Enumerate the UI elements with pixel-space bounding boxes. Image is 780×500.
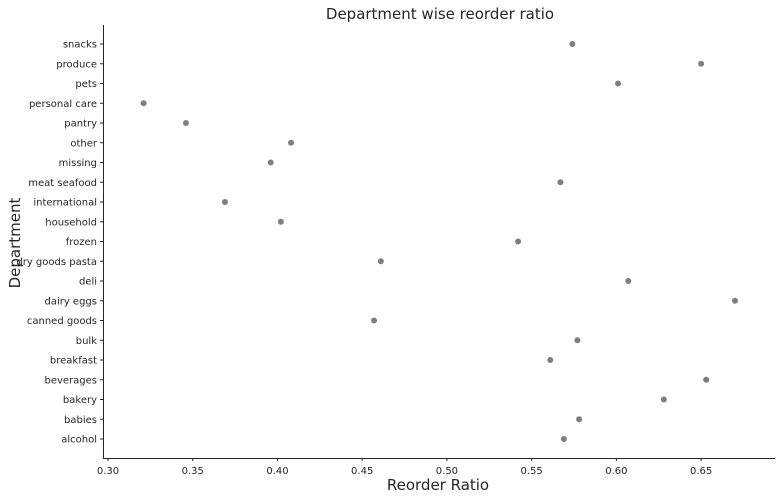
y-tick-label: other bbox=[70, 138, 98, 149]
y-tick-label: frozen bbox=[66, 237, 97, 248]
y-tick-label: pantry bbox=[64, 119, 97, 130]
y-axis-ticks: snacks produce pets personal care pantry othe… bbox=[16, 40, 103, 446]
data-point-pets bbox=[615, 80, 622, 87]
y-tick-label: bakery bbox=[63, 395, 97, 406]
x-tick-label: 0.30 bbox=[97, 466, 119, 477]
data-point-canned-goods bbox=[371, 317, 378, 324]
data-point-other bbox=[288, 139, 295, 146]
y-tick-label: dry goods pasta bbox=[16, 257, 97, 268]
y-tick-label: international bbox=[33, 198, 97, 209]
data-point-frozen bbox=[515, 238, 522, 245]
data-point-produce bbox=[698, 60, 705, 67]
x-tick-label: 0.50 bbox=[436, 466, 458, 477]
y-tick-label: beverages bbox=[44, 375, 97, 386]
y-axis-label: Department bbox=[6, 198, 24, 289]
data-point-snacks bbox=[569, 41, 576, 47]
data-point-alcohol bbox=[560, 436, 567, 442]
data-point-bakery bbox=[660, 396, 667, 403]
y-tick-label: deli bbox=[79, 277, 97, 288]
x-tick-label: 0.55 bbox=[521, 466, 543, 477]
data-point-breakfast bbox=[547, 357, 554, 363]
x-tick-label: 0.45 bbox=[351, 466, 373, 477]
y-tick-label: produce bbox=[56, 59, 97, 70]
data-point-international bbox=[221, 199, 228, 205]
x-axis-label: Reorder Ratio bbox=[387, 476, 489, 494]
data-points bbox=[140, 41, 738, 442]
chart-title: Department wise reorder ratio bbox=[326, 5, 554, 23]
data-point-personal-care bbox=[140, 100, 147, 107]
y-tick-label: breakfast bbox=[50, 356, 97, 367]
y-tick-label: babies bbox=[64, 415, 97, 426]
x-tick-label: 0.65 bbox=[690, 466, 712, 477]
y-tick-label: missing bbox=[59, 158, 97, 169]
x-tick-label: 0.60 bbox=[605, 466, 627, 477]
y-tick-label: alcohol bbox=[61, 435, 97, 446]
y-tick-label: pets bbox=[75, 79, 97, 90]
x-axis-ticks: 0.30 0.35 0.40 0.45 0.50 0.55 0.60 0.65 bbox=[97, 458, 712, 477]
data-point-missing bbox=[267, 159, 274, 166]
data-point-household bbox=[277, 218, 284, 225]
y-tick-label: meat seafood bbox=[28, 178, 97, 189]
data-point-babies bbox=[576, 416, 583, 423]
data-point-bulk bbox=[574, 337, 581, 344]
y-tick-label: snacks bbox=[63, 40, 97, 51]
x-tick-label: 0.40 bbox=[266, 466, 288, 477]
y-tick-label: household bbox=[45, 217, 97, 228]
y-tick-label: canned goods bbox=[27, 316, 97, 327]
data-point-beverages bbox=[703, 376, 710, 383]
data-point-deli bbox=[625, 278, 632, 284]
y-tick-label: personal care bbox=[29, 99, 97, 110]
data-point-dry-goods-pasta bbox=[377, 258, 384, 265]
y-tick-label: dairy eggs bbox=[44, 296, 97, 307]
x-tick-label: 0.35 bbox=[182, 466, 204, 477]
data-point-pantry bbox=[182, 120, 189, 126]
y-tick-label: bulk bbox=[76, 336, 97, 347]
data-point-dairy-eggs bbox=[732, 297, 738, 304]
data-point-meat-seafood bbox=[557, 179, 564, 186]
